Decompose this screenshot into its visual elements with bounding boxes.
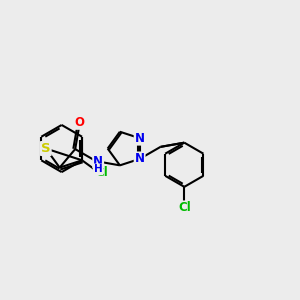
Text: N: N bbox=[93, 155, 103, 168]
Text: Cl: Cl bbox=[178, 201, 191, 214]
Text: N: N bbox=[135, 132, 145, 145]
Text: N: N bbox=[135, 152, 145, 165]
Text: H: H bbox=[94, 164, 103, 174]
Text: Cl: Cl bbox=[95, 166, 108, 179]
Text: O: O bbox=[74, 116, 84, 129]
Text: S: S bbox=[41, 142, 51, 155]
